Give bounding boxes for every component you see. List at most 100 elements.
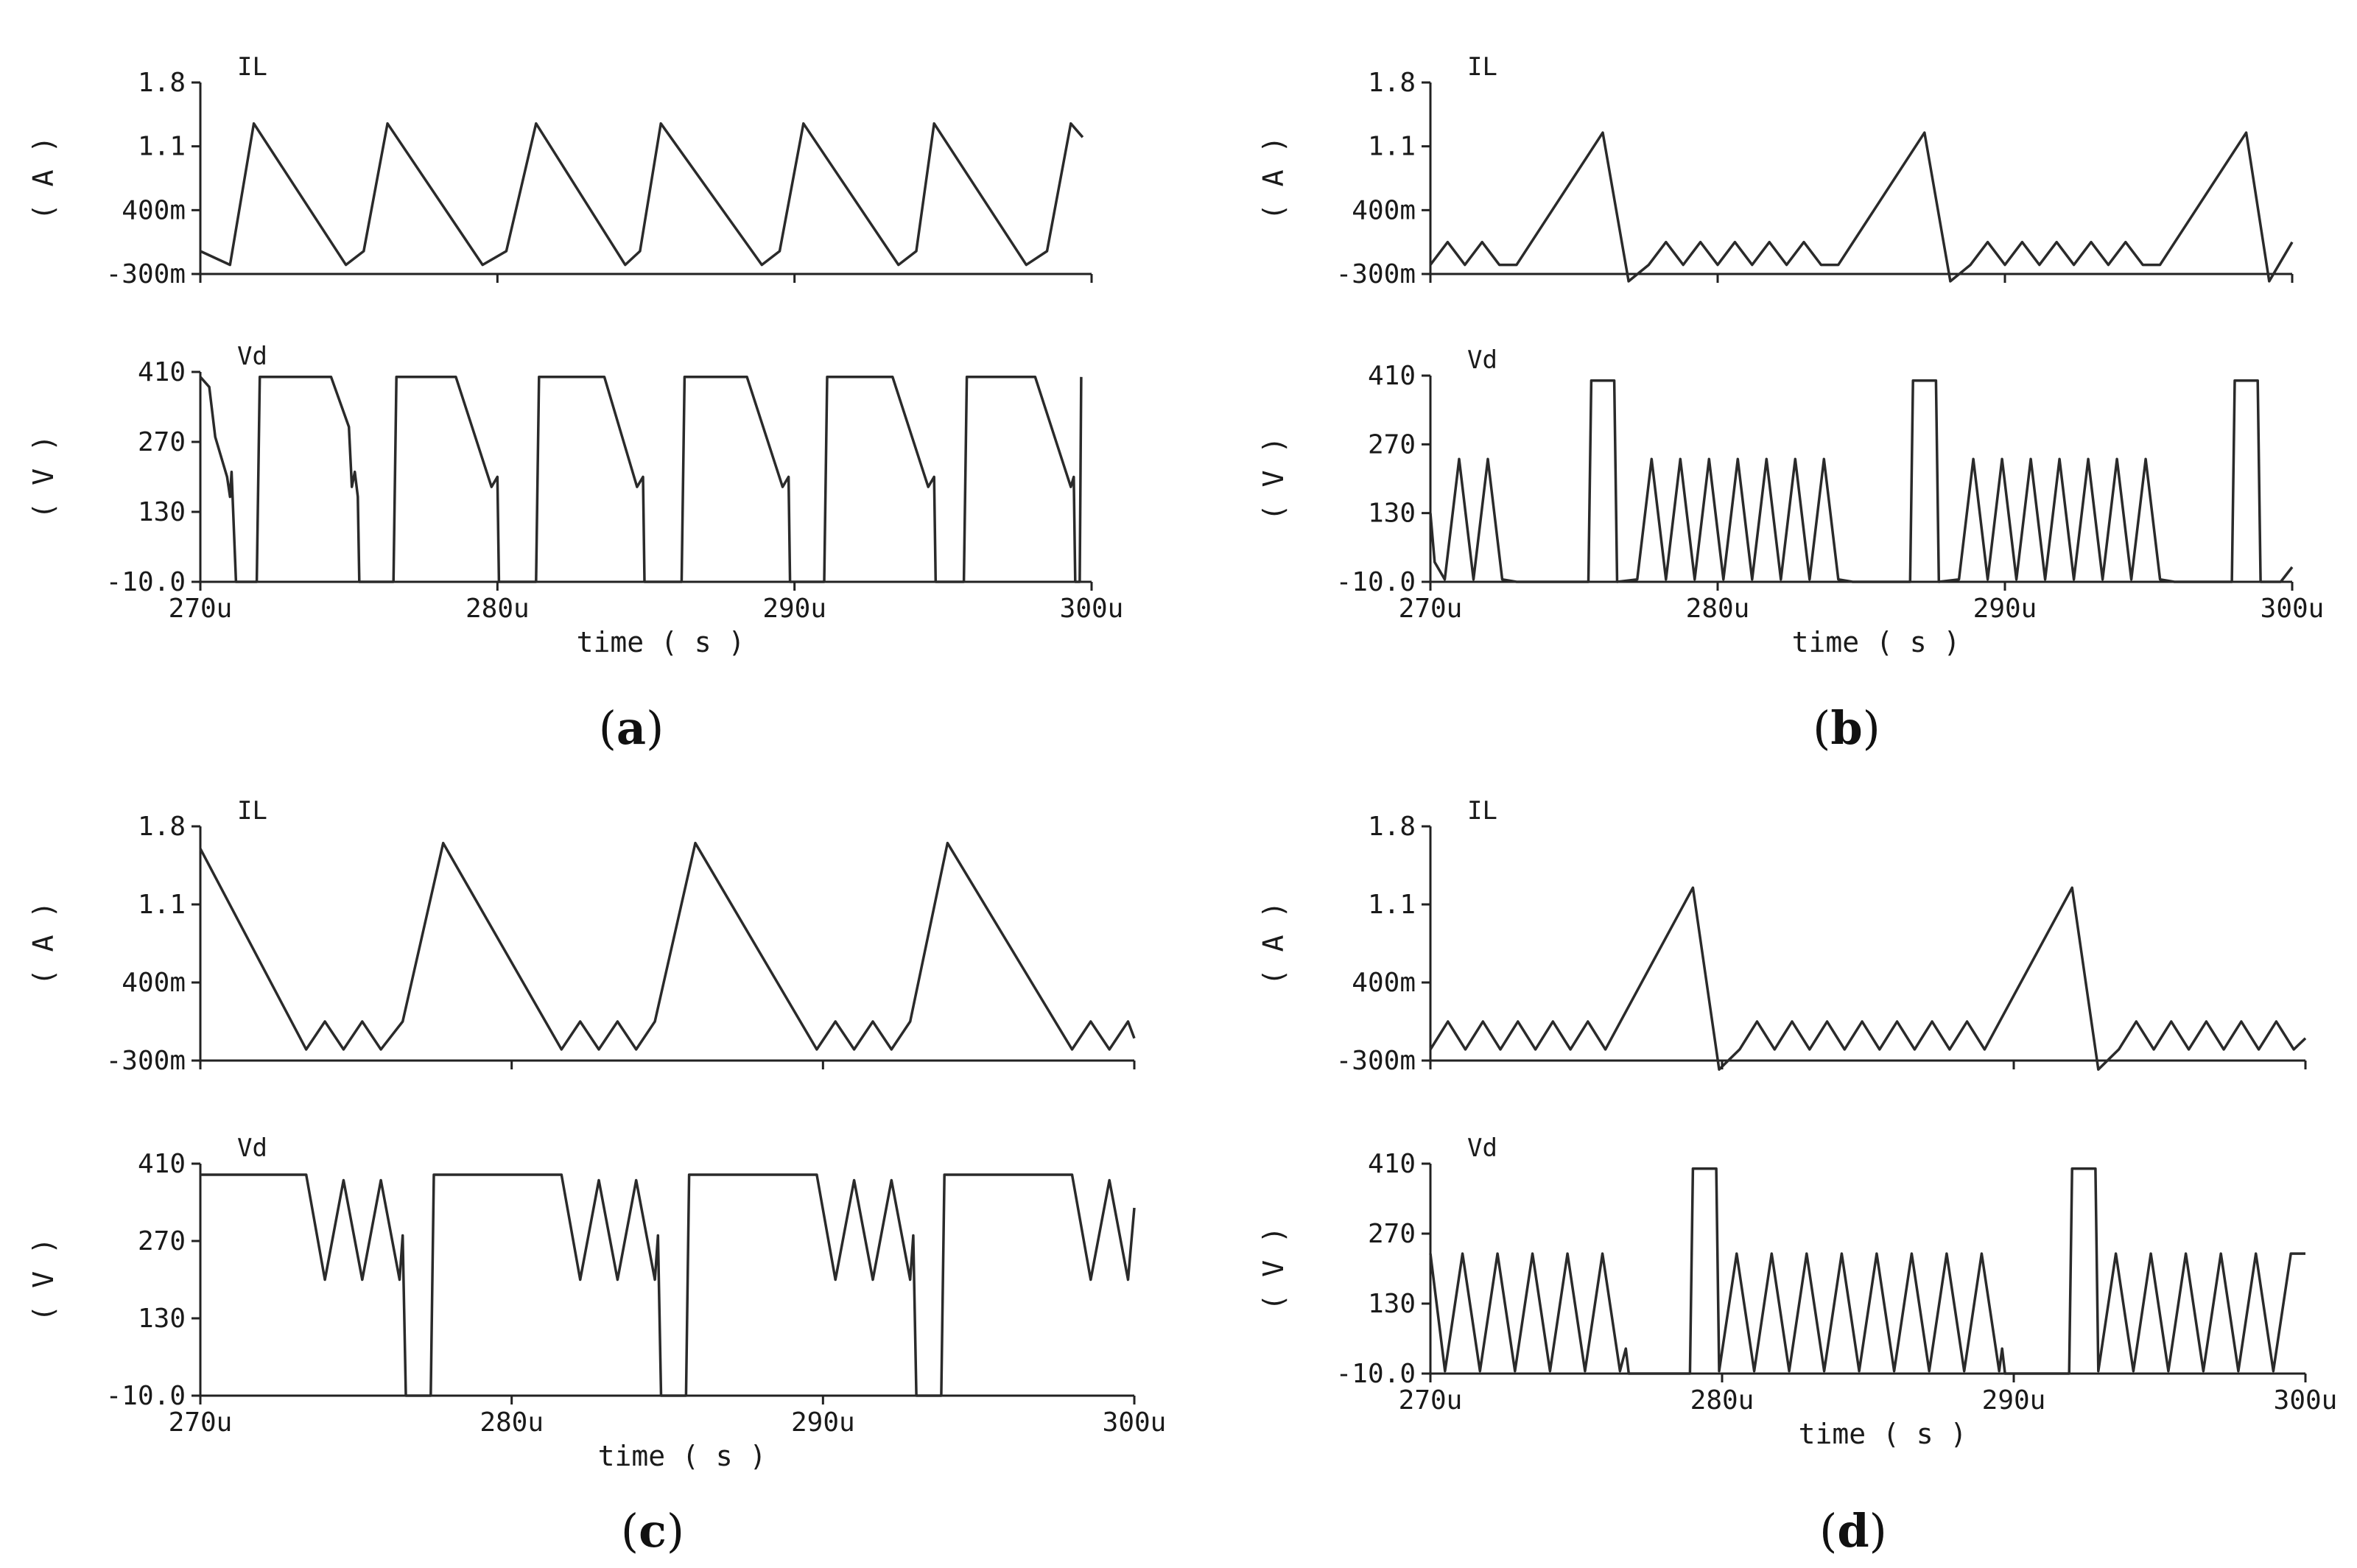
panel-a-vd-ytick-label: 410 [138,357,186,387]
panel-b-vd-series-name: Vd [1467,345,1497,375]
panel-d: 1.8 1.1 400m -300m ( A ) IL 410 270 130 -10.0 ( V… [1257,796,2337,1558]
panel-b-il-ytick-label: -300m [1336,259,1416,289]
panel-d-vd-subplot: 410 270 130 -10.0 ( V ) Vd 270u 280u 290u 300u [1257,1133,2337,1416]
panel-a-il-series-line [200,122,1084,267]
panel-b-caption-open: ( [1813,701,1830,755]
panel-d-xtick-label: 270u [1399,1385,1463,1416]
panel-b-vd-ytick-label: -10.0 [1336,567,1416,597]
panel-d-vd-series-line [1429,1167,2305,1375]
panel-c-vd-ytick-label: 410 [138,1149,186,1179]
panel-a-caption-close: ) [646,701,664,755]
panel-a-xtick-label: 300u [1060,594,1124,624]
panel-b-vd-series-line [1429,379,2294,583]
panel-b-xtick-label: 270u [1399,594,1463,624]
panel-a-vd-unit-label: ( V ) [27,435,60,518]
panel-b-il-ytick-label: 400m [1352,195,1416,225]
panel-b-xtick-label: 290u [1973,594,2037,624]
panel-d-il-ytick-label: 1.8 [1368,812,1416,842]
panel-d-xtick-label: 280u [1690,1385,1754,1416]
panel-b-caption-letter: b [1830,701,1862,755]
panel-c-xtick-label: 280u [480,1407,544,1438]
panel-b-il-subplot: 1.8 1.1 400m -300m ( A ) IL [1257,52,2294,289]
panel-c-xtick-label: 300u [1103,1407,1167,1438]
panel-a-xtick-label: 270u [169,594,233,624]
panel-b-xtick-label: 280u [1686,594,1750,624]
panel-b-il-unit-label: ( A ) [1257,136,1290,220]
panel-c-vd-ytick-label: 130 [138,1304,186,1334]
panel-a-vd-series-name: Vd [237,342,267,371]
panel-d-vd-series-name: Vd [1467,1133,1497,1163]
panel-a: 1.8 1.1 400m -300m ( A ) IL 410 270 130 -10.0 ( V… [27,52,1123,755]
panel-c-vd-ytick-label: -10.0 [106,1381,186,1411]
panel-c: 1.8 1.1 400m -300m ( A ) IL 410 270 130 -10.0 ( V… [27,796,1166,1558]
panel-d-vd-unit-label: ( V ) [1257,1226,1290,1310]
panel-b: 1.8 1.1 400m -300m ( A ) IL 410 270 130 -10.0 ( V… [1257,52,2324,755]
panel-c-caption-letter: c [639,1504,667,1558]
panel-b-vd-ytick-label: 270 [1368,429,1416,460]
panel-c-vd-unit-label: ( V ) [27,1237,60,1321]
panel-a-vd-ytick-label: -10.0 [106,567,186,597]
panel-c-vd-series-line [200,1173,1136,1397]
panel-c-vd-series-name: Vd [237,1133,267,1163]
panel-b-vd-subplot: 410 270 130 -10.0 ( V ) Vd 270u 280u 290u 300u [1257,345,2324,624]
panel-d-caption: (d) [1819,1504,1887,1558]
panel-d-caption-close: ) [1869,1504,1887,1558]
panel-d-vd-ytick-label: 130 [1368,1289,1416,1319]
panel-c-caption: (c) [621,1504,684,1558]
panel-d-caption-open: ( [1819,1504,1837,1558]
panel-a-caption-letter: a [617,701,646,755]
panel-d-vd-ytick-label: -10.0 [1336,1359,1416,1389]
panel-a-il-subplot: 1.8 1.1 400m -300m ( A ) IL [27,52,1093,289]
panel-d-il-ytick-label: -300m [1336,1046,1416,1076]
panel-c-il-series-name: IL [237,796,267,826]
panel-a-vd-series-line [199,376,1083,583]
panel-b-vd-ytick-label: 410 [1368,361,1416,391]
panel-b-caption-close: ) [1863,701,1880,755]
panel-b-caption: (b) [1813,701,1880,755]
panel-d-il-ytick-label: 400m [1352,968,1416,998]
panel-d-il-ytick-label: 1.1 [1368,890,1416,920]
panel-a-il-unit-label: ( A ) [27,136,60,220]
panel-c-xtick-label: 270u [169,1407,233,1438]
panel-c-xtick-label: 290u [791,1407,855,1438]
panel-a-il-ytick-label: 400m [122,195,186,225]
panel-b-il-ytick-label: 1.1 [1368,132,1416,162]
panel-c-il-ytick-label: -300m [106,1046,186,1076]
panel-a-xlabel: time ( s ) [577,626,745,658]
panel-b-vd-ytick-label: 130 [1368,499,1416,529]
panel-d-il-series-name: IL [1467,796,1497,826]
panel-c-il-ytick-label: 1.1 [138,890,186,920]
panel-d-il-unit-label: ( A ) [1257,901,1290,985]
panel-d-vd-ytick-label: 410 [1368,1149,1416,1179]
panel-a-vd-ytick-label: 270 [138,427,186,457]
panel-b-il-series-name: IL [1467,52,1497,82]
panel-a-il-ytick-label: -300m [106,259,186,289]
panel-c-il-subplot: 1.8 1.1 400m -300m ( A ) IL [27,796,1136,1076]
panel-a-caption-open: ( [599,701,617,755]
panel-b-il-ytick-label: 1.8 [1368,68,1416,98]
panel-d-xlabel: time ( s ) [1799,1418,1967,1450]
panel-b-vd-unit-label: ( V ) [1257,437,1290,521]
panel-c-vd-subplot: 410 270 130 -10.0 ( V ) Vd 270u 280u 290u 300u [27,1133,1166,1438]
panel-b-xlabel: time ( s ) [1792,626,1961,658]
panel-b-xtick-label: 300u [2261,594,2325,624]
panel-c-il-unit-label: ( A ) [27,901,60,985]
panel-c-xlabel: time ( s ) [598,1440,767,1472]
panel-d-il-subplot: 1.8 1.1 400m -300m ( A ) IL [1257,796,2307,1076]
panel-a-xtick-label: 280u [466,594,530,624]
panel-a-il-ytick-label: 1.8 [138,68,186,98]
panel-c-vd-ytick-label: 270 [138,1226,186,1256]
panel-d-xtick-label: 290u [1982,1385,2046,1416]
panel-a-caption: (a) [599,701,664,755]
panel-d-xtick-label: 300u [2274,1385,2338,1416]
panel-c-il-ytick-label: 1.8 [138,812,186,842]
panel-c-caption-close: ) [667,1504,684,1558]
panel-d-il-series-line [1429,886,2307,1071]
panel-a-il-series-name: IL [237,52,267,82]
panel-c-il-series-line [199,841,1136,1051]
panel-b-il-series-line [1429,131,2294,283]
panel-d-caption-letter: d [1837,1504,1869,1558]
panel-d-vd-ytick-label: 270 [1368,1219,1416,1249]
panel-a-il-ytick-label: 1.1 [138,132,186,162]
